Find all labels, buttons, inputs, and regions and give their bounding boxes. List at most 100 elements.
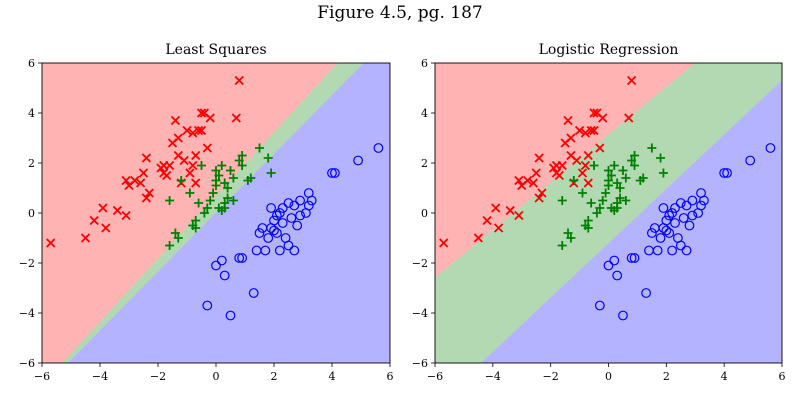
data-point-x-marker [234, 75, 244, 86]
data-point-plus-marker [211, 176, 221, 185]
data-point-plus-marker [618, 166, 628, 175]
data-point-circle-marker [260, 245, 271, 256]
chart-title: Logistic Regression [539, 42, 679, 58]
data-point-circle-marker [626, 253, 637, 263]
data-point-circle-marker [266, 203, 277, 213]
data-point-plus-marker [228, 173, 238, 183]
data-point-circle-marker [327, 168, 337, 178]
data-point-plus-marker [228, 196, 238, 205]
data-point-circle-marker [594, 300, 605, 311]
data-point-x-marker [589, 125, 599, 136]
y-tick-label: −4 [412, 307, 428, 320]
data-point-x-marker [534, 153, 544, 163]
chart-least-squares: −6 −4 −2 0 2 4 6 −6 −4 −2 0 2 4 6 Least Squares [19, 42, 394, 383]
data-point-circle-marker [684, 220, 695, 231]
data-point-plus-marker [606, 171, 616, 180]
x-tick-label: 4 [329, 370, 336, 383]
data-point-x-marker [439, 238, 449, 248]
data-point-circle-marker [234, 253, 245, 263]
decision-region-blue [480, 80, 782, 363]
data-point-x-marker [138, 168, 149, 178]
data-point-plus-marker [615, 193, 625, 203]
data-point-circle-marker [303, 200, 314, 211]
data-point-x-marker [566, 133, 576, 143]
data-point-x-marker [537, 188, 547, 198]
data-point-circle-marker [603, 260, 614, 271]
decision-region-blue [67, 63, 390, 363]
data-point-circle-marker [618, 310, 628, 321]
data-point-circle-marker [373, 143, 384, 153]
data-point-plus-marker [165, 196, 175, 205]
data-point-circle-marker [687, 210, 698, 221]
data-point-x-marker [514, 210, 524, 221]
data-point-x-marker [170, 115, 181, 126]
data-point-x-marker [528, 178, 538, 188]
data-point-plus-marker [577, 188, 587, 198]
x-tick-label: 2 [663, 370, 670, 383]
data-point-x-marker [482, 215, 492, 226]
data-point-x-marker [130, 175, 140, 186]
x-tick-label: 4 [721, 370, 728, 383]
data-point-x-marker [505, 205, 515, 216]
data-point-plus-marker [589, 161, 599, 170]
data-point-plus-marker [621, 173, 631, 183]
figure-title: Figure 4.5, pg. 187 [317, 3, 483, 23]
data-point-plus-marker [627, 156, 637, 165]
data-point-x-marker [141, 153, 152, 163]
data-point-circle-marker [765, 143, 776, 153]
data-point-plus-marker [223, 193, 233, 203]
data-point-x-marker [589, 108, 599, 118]
data-point-x-marker [231, 113, 241, 123]
x-tick-label: −4 [92, 370, 108, 383]
data-point-circle-marker [283, 198, 294, 208]
data-point-x-marker [179, 155, 189, 166]
chart-title: Least Squares [165, 42, 266, 58]
data-point-x-marker [182, 125, 192, 136]
data-point-x-marker [162, 170, 172, 181]
data-point-x-marker [164, 160, 175, 171]
x-tick-label: 6 [779, 370, 786, 383]
data-point-circle-marker [661, 225, 672, 236]
data-point-circle-marker [286, 213, 297, 223]
data-point-circle-marker [609, 255, 620, 266]
data-point-circle-marker [678, 213, 689, 223]
data-point-circle-marker [670, 218, 680, 228]
data-point-x-marker [580, 128, 591, 138]
data-point-x-marker [577, 168, 588, 178]
data-point-x-marker [173, 133, 183, 143]
data-point-x-marker [572, 155, 582, 166]
data-point-plus-marker [557, 196, 567, 205]
data-point-x-marker [491, 203, 501, 213]
data-point-plus-marker [214, 203, 224, 213]
x-tick-label: 2 [271, 370, 278, 383]
data-point-plus-marker [220, 198, 230, 208]
data-point-plus-marker [237, 161, 247, 170]
data-point-x-marker [583, 150, 593, 161]
data-point-circle-marker [263, 233, 274, 243]
x-tick-label: 0 [605, 370, 612, 383]
data-point-plus-marker [656, 153, 666, 163]
data-point-plus-marker [211, 166, 221, 175]
data-point-circle-marker [681, 200, 692, 211]
data-point-circle-marker [211, 260, 221, 271]
data-point-circle-marker [655, 233, 666, 243]
data-point-x-marker [574, 125, 585, 136]
data-point-x-marker [144, 188, 154, 198]
data-point-plus-marker [217, 161, 227, 170]
x-tick-label: −6 [427, 370, 443, 383]
data-point-plus-marker [234, 156, 244, 165]
y-tick-label: −6 [19, 357, 35, 370]
data-point-circle-marker [274, 245, 285, 256]
y-tick-label: 0 [28, 207, 35, 220]
data-point-x-marker [188, 160, 198, 171]
data-point-circle-marker [629, 253, 640, 263]
data-point-x-marker [583, 178, 593, 188]
data-point-circle-marker [675, 198, 686, 208]
data-point-circle-marker [646, 228, 657, 238]
data-point-plus-marker [638, 173, 648, 183]
data-point-x-marker [557, 160, 567, 171]
data-point-x-marker [493, 223, 504, 233]
data-point-circle-marker [254, 228, 265, 238]
data-point-x-marker [202, 143, 212, 153]
data-point-plus-marker [220, 178, 230, 188]
